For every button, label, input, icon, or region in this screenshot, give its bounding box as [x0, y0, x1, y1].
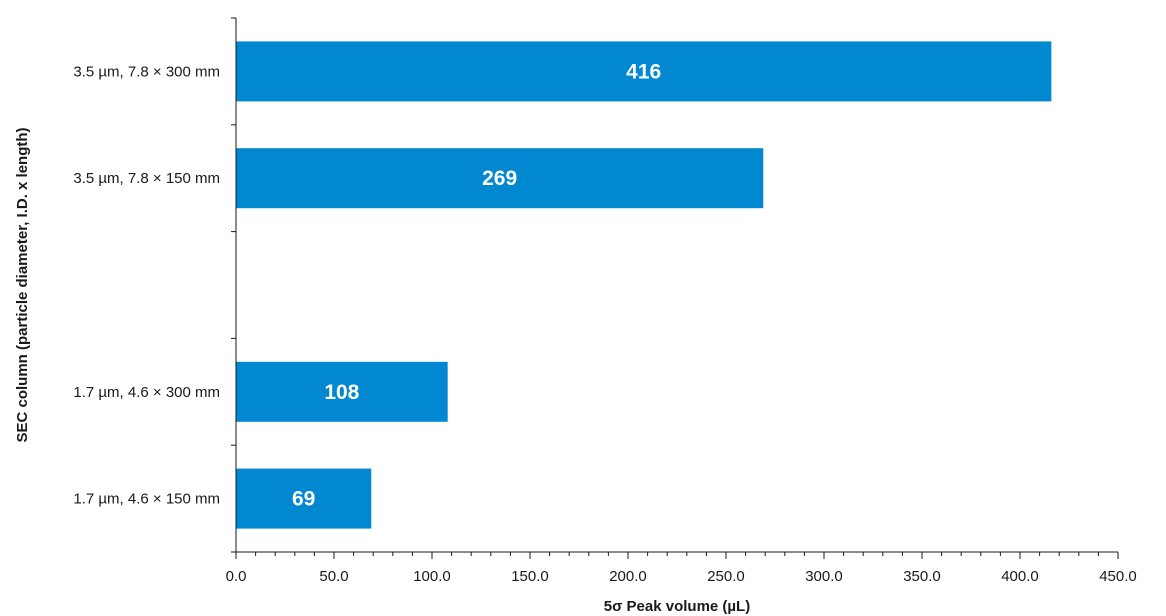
bar [236, 41, 1052, 102]
x-tick-label: 50.0 [319, 568, 348, 585]
x-tick-label: 250.0 [707, 568, 745, 585]
x-tick-label: 450.0 [1099, 568, 1137, 585]
x-axis: 0.0 50.0 100.0 150.0 200.0 250.0 300.0 350.0 400… [226, 551, 1137, 585]
bar-data-label: 269 [482, 167, 517, 190]
x-tick-label: 0.0 [226, 568, 247, 585]
y-tick-label: 1.7 µm, 4.6 × 150 mm [73, 491, 220, 508]
x-tick-label: 400.0 [1001, 568, 1039, 585]
y-tick-label: 3.5 µm, 7.8 × 300 mm [73, 63, 220, 80]
x-tick-label: 350.0 [903, 568, 941, 585]
x-axis-title: 5σ Peak volume (µL) [604, 598, 750, 615]
x-tick-label: 200.0 [609, 568, 647, 585]
y-tick-label: 3.5 µm, 7.8 × 150 mm [73, 170, 220, 187]
x-tick-label: 300.0 [805, 568, 843, 585]
bar [236, 468, 372, 529]
y-axis-title: SEC column (particle diameter, I.D. x le… [14, 127, 31, 442]
bar [236, 361, 448, 422]
bars-group [236, 41, 1052, 529]
x-tick-label: 150.0 [511, 568, 549, 585]
bar-labels-group: 416 269 108 69 [292, 60, 661, 510]
x-tick-label: 100.0 [413, 568, 451, 585]
bar [236, 148, 764, 209]
y-axis: 3.5 µm, 7.8 × 300 mm 3.5 µm, 7.8 × 150 mm… [73, 17, 237, 553]
bar-data-label: 69 [292, 488, 315, 511]
y-tick-label: 1.7 µm, 4.6 × 300 mm [73, 384, 220, 401]
bar-data-label: 416 [626, 60, 661, 83]
bar-data-label: 108 [324, 381, 359, 404]
